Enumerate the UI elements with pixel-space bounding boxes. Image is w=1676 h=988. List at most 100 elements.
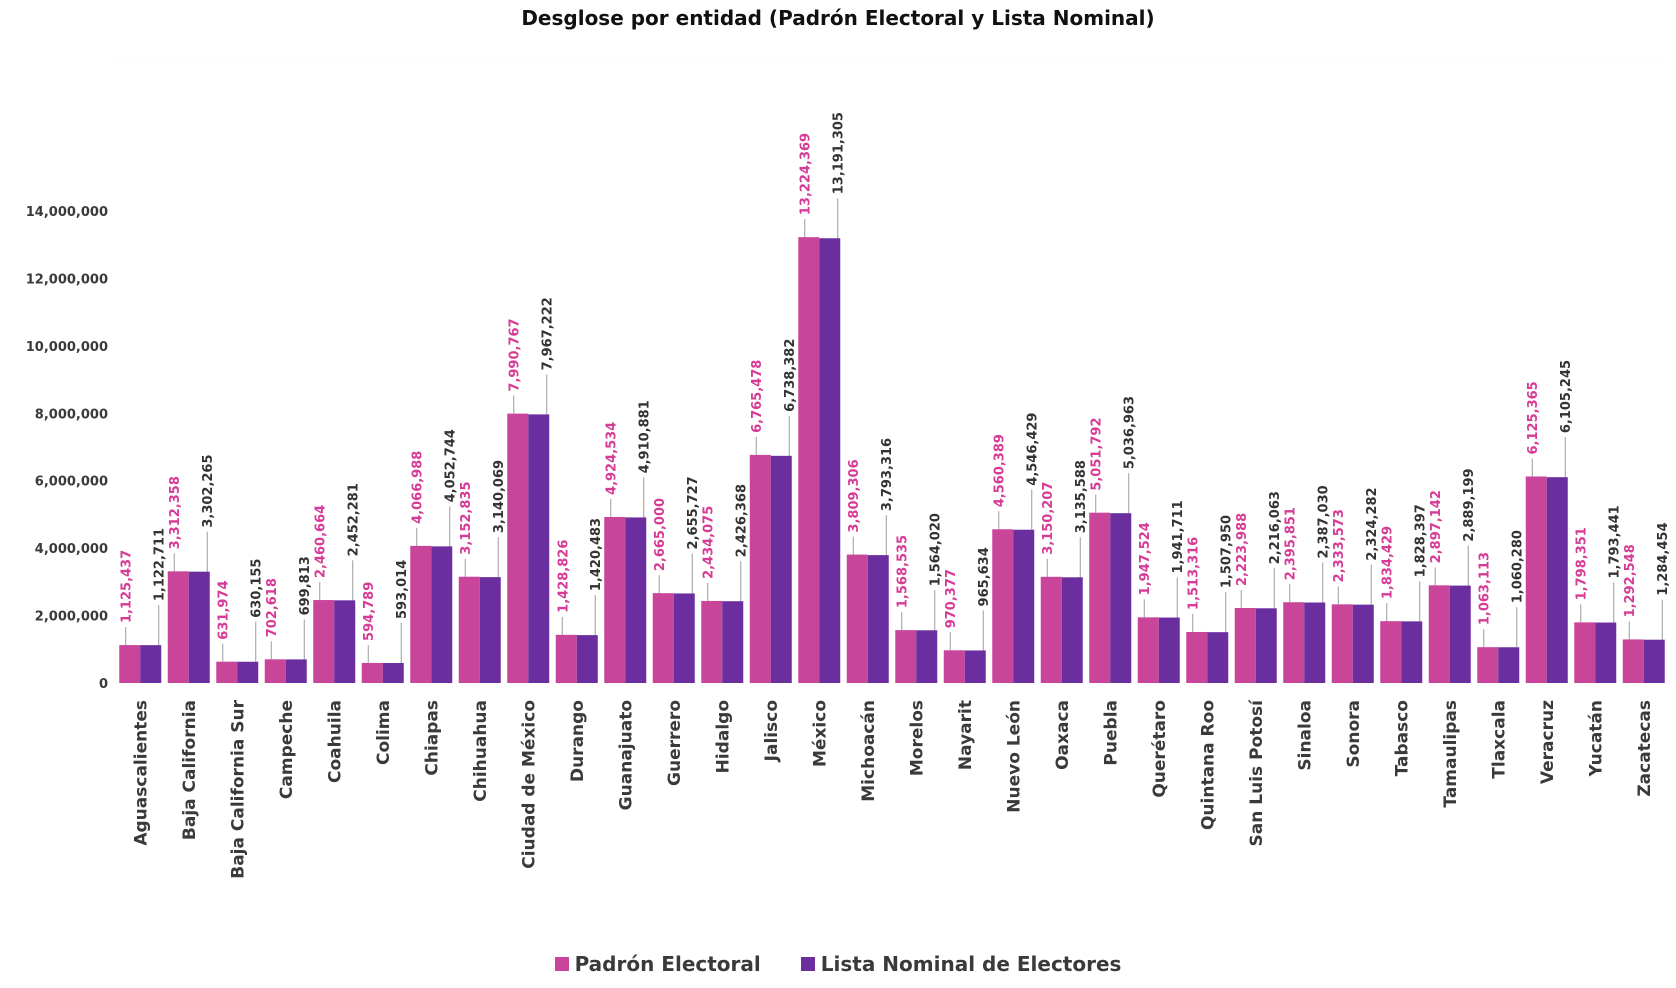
data-label-lista-nominal: 3,135,588 [1074,460,1089,533]
bar-padron[interactable] [1331,604,1353,683]
legend-swatch-lista-nominal [800,957,815,971]
bar-lista-nominal[interactable] [334,600,356,683]
bar-lista-nominal[interactable] [867,555,889,683]
bar-padron[interactable] [1525,476,1547,683]
bar-lista-nominal[interactable] [1401,621,1423,683]
data-label-padron: 1,063,113 [1478,552,1493,625]
legend-item-padron[interactable]: Padrón Electoral [554,952,761,976]
bar-padron[interactable] [555,634,577,683]
bar-padron[interactable] [458,576,480,683]
bar-padron[interactable] [749,454,771,683]
x-tick-label: Baja California [180,700,200,840]
x-tick-label: Tabasco [1392,700,1412,776]
bar-lista-nominal[interactable] [1207,632,1229,683]
x-tick-label: Puebla [1101,700,1121,766]
bar-padron[interactable] [652,593,674,683]
bar-lista-nominal[interactable] [382,663,404,683]
x-tick-label: Michoacán [859,700,879,802]
bar-lista-nominal[interactable] [1546,477,1568,683]
bar-lista-nominal[interactable] [964,650,986,683]
bar-padron[interactable] [313,600,335,683]
bar-lista-nominal[interactable] [916,630,938,683]
x-tick-label: Colima [374,700,394,765]
bar-lista-nominal[interactable] [1110,513,1132,683]
bar-padron[interactable] [1283,602,1305,683]
bar-lista-nominal[interactable] [431,546,453,683]
data-label-padron: 5,051,792 [1090,417,1105,490]
data-label-padron: 2,897,142 [1429,490,1444,563]
bar-padron[interactable] [1477,647,1499,683]
bar-padron[interactable] [216,661,238,683]
bar-padron[interactable] [1040,576,1062,683]
bar-lista-nominal[interactable] [1643,639,1665,683]
bar-padron[interactable] [361,662,383,683]
x-tick-label: Veracruz [1538,700,1558,784]
bar-lista-nominal[interactable] [1061,577,1083,683]
bar-lista-nominal[interactable] [188,571,210,683]
bar-lista-nominal[interactable] [770,455,792,683]
bar-lista-nominal[interactable] [140,645,162,683]
bar-padron[interactable] [943,650,965,683]
data-label-lista-nominal: 13,191,305 [832,112,847,194]
bar-padron[interactable] [701,600,723,683]
data-label-lista-nominal: 4,546,429 [1026,413,1041,486]
data-label-padron: 13,224,369 [799,133,814,215]
bar-lista-nominal[interactable] [1158,617,1180,683]
bar-lista-nominal[interactable] [1595,622,1617,683]
data-label-padron: 1,428,826 [556,540,571,613]
legend-item-lista-nominal[interactable]: Lista Nominal de Electores [800,952,1122,976]
bar-padron[interactable] [604,516,626,683]
data-label-padron: 2,395,851 [1284,507,1299,580]
bar-padron[interactable] [846,554,868,683]
legend-label-padron: Padrón Electoral [574,952,761,976]
bar-lista-nominal[interactable] [1013,529,1035,683]
bar-padron[interactable] [895,630,917,683]
data-label-padron: 2,665,000 [653,498,668,571]
data-label-lista-nominal: 2,426,368 [735,484,750,557]
bar-lista-nominal[interactable] [1255,608,1277,683]
bar-padron[interactable] [798,237,820,683]
y-tick-label: 8,000,000 [35,407,108,422]
chart-title: Desglose por entidad (Padrón Electoral y… [521,6,1155,30]
bar-lista-nominal[interactable] [528,414,550,683]
data-label-padron: 1,513,316 [1187,537,1202,610]
bar-lista-nominal[interactable] [1449,585,1471,683]
bar-padron[interactable] [410,545,432,683]
x-tick-label: México [810,700,830,767]
bar-padron[interactable] [1234,608,1256,683]
legend-label-lista-nominal: Lista Nominal de Electores [820,952,1122,976]
legend: Padrón Electoral Lista Nominal de Electo… [0,952,1676,976]
bar-padron[interactable] [119,645,141,683]
bar-lista-nominal[interactable] [625,517,647,683]
bar-lista-nominal[interactable] [1352,604,1374,683]
bar-padron[interactable] [507,413,529,683]
bar-lista-nominal[interactable] [479,577,501,683]
data-label-lista-nominal: 6,105,245 [1559,360,1574,433]
data-label-lista-nominal: 1,060,280 [1511,530,1526,603]
x-tick-label: Durango [568,700,588,782]
bars [119,237,1665,683]
data-label-lista-nominal: 1,564,020 [929,513,944,586]
bar-lista-nominal[interactable] [285,659,307,683]
bar-lista-nominal[interactable] [237,661,259,683]
bar-padron[interactable] [992,529,1014,683]
bar-lista-nominal[interactable] [576,635,598,683]
bar-padron[interactable] [1186,631,1208,683]
bar-padron[interactable] [264,659,286,683]
bar-padron[interactable] [1574,622,1596,683]
bar-padron[interactable] [1622,639,1644,683]
data-label-padron: 6,125,365 [1526,381,1541,454]
data-label-lista-nominal: 1,507,950 [1220,515,1235,588]
bar-lista-nominal[interactable] [819,238,841,683]
bar-lista-nominal[interactable] [673,593,695,683]
bar-lista-nominal[interactable] [1304,602,1326,683]
bar-padron[interactable] [1380,621,1402,683]
bar-padron[interactable] [1428,585,1450,683]
bar-padron[interactable] [167,571,189,683]
bar-lista-nominal[interactable] [1498,647,1520,683]
bar-padron[interactable] [1137,617,1159,683]
bar-padron[interactable] [1089,512,1111,683]
x-tick-label: Chihuahua [471,700,491,802]
bar-lista-nominal[interactable] [722,601,744,683]
